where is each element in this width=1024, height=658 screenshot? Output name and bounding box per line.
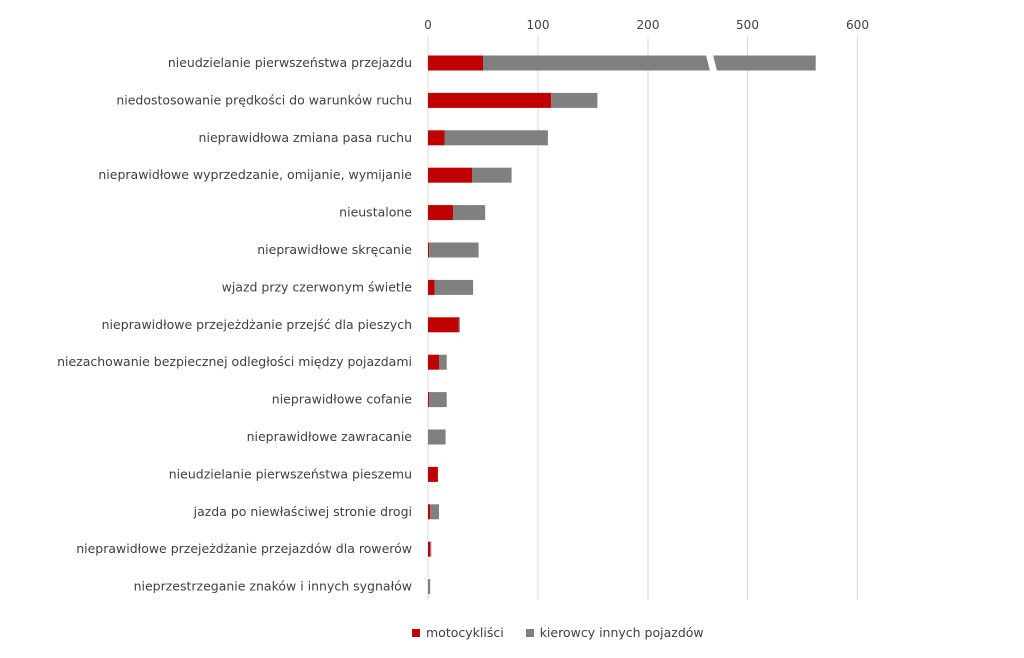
legend-item-motorcyclists: motocykliści [412, 625, 504, 640]
bar-motorcyclists [428, 504, 431, 520]
bar-motorcyclists [428, 92, 552, 108]
legend-swatch-other-drivers [525, 628, 534, 637]
bar-other-drivers [453, 205, 486, 221]
axis-break-marker [705, 53, 718, 73]
bar-other-drivers [428, 579, 431, 595]
legend-label-motorcyclists: motocykliści [426, 625, 504, 640]
bar-motorcyclists [428, 541, 431, 557]
category-label: nieudzielanie pierwszeństwa pieszemu [169, 466, 412, 481]
bar-motorcyclists [428, 466, 438, 482]
chart-canvas: 0 100 200 500 600 nieudzielanie pierwszeństwa… [57, 18, 869, 600]
category-label: niezachowanie bezpiecznej odległości mię… [57, 354, 412, 369]
bar-other-drivers [439, 354, 447, 370]
bar-motorcyclists [428, 167, 472, 183]
bar-motorcyclists [428, 130, 445, 146]
bar-other-drivers [444, 130, 548, 146]
category-label: nieprawidłowe wyprzedzanie, omijanie, wy… [98, 167, 412, 182]
x-tick-label: 600 [846, 18, 869, 32]
bar-motorcyclists [428, 354, 439, 370]
bar-other-drivers [472, 167, 512, 183]
bar-motorcyclists [428, 317, 459, 333]
category-label: nieprawidłowe przejeżdżanie przejść dla … [102, 317, 412, 332]
bar-other-drivers [429, 392, 447, 408]
category-label: nieprawidłowe skręcanie [257, 242, 412, 257]
category-label: jazda po niewłaściwej stronie drogi [193, 504, 412, 519]
bar-motorcyclists [428, 392, 430, 408]
legend-label-other-drivers: kierowcy innych pojazdów [539, 625, 704, 640]
x-tick-label: 0 [424, 18, 432, 32]
x-tick-label: 200 [637, 18, 660, 32]
bar-other-drivers [430, 504, 439, 520]
legend: motocykliści kierowcy innych pojazdów [412, 625, 704, 640]
bar-other-drivers [483, 55, 816, 71]
category-label: nieprawidłowe zawracanie [247, 429, 413, 444]
category-label: nieprawidłowe przejeżdżanie przejazdów d… [76, 541, 412, 556]
category-label: nieprawidłowa zmiana pasa ruchu [199, 130, 412, 145]
bar-other-drivers [429, 242, 479, 258]
category-label: nieprzestrzeganie znaków i innych sygnał… [134, 579, 412, 594]
category-label: nieprawidłowe cofanie [272, 392, 413, 407]
category-label: wjazd przy czerwonym świetle [222, 279, 413, 294]
bar-other-drivers [551, 92, 598, 108]
category-label: nieudzielanie pierwszeństwa przejazdu [168, 55, 412, 70]
bar-other-drivers [430, 541, 432, 557]
x-tick-label: 500 [736, 18, 759, 32]
legend-item-other-drivers: kierowcy innych pojazdów [525, 625, 704, 640]
category-label: nieustalone [339, 205, 412, 220]
bar-motorcyclists [428, 242, 430, 258]
bar-motorcyclists [428, 55, 483, 71]
bar-other-drivers [428, 429, 446, 445]
legend-swatch-motorcyclists [412, 628, 420, 637]
bar-other-drivers [458, 317, 460, 333]
bar-other-drivers [434, 279, 474, 295]
bar-motorcyclists [428, 279, 435, 295]
bar-motorcyclists [428, 205, 454, 221]
x-tick-label: 100 [527, 18, 550, 32]
category-label: niedostosowanie prędkości do warunków ru… [116, 92, 412, 107]
